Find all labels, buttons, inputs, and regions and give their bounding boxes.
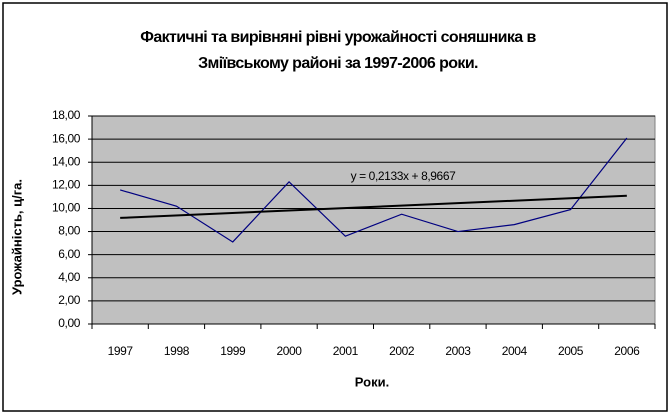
- y-tick-label: 18,00: [52, 108, 81, 122]
- x-tick-label: 2006: [614, 344, 640, 358]
- y-tick-label: 2,00: [58, 293, 80, 307]
- y-tick-label: 8,00: [58, 224, 80, 238]
- x-tick-label: 2002: [389, 344, 415, 358]
- trend-equation: y = 0,2133x + 8,9667: [351, 169, 456, 183]
- x-tick-label: 1998: [164, 344, 190, 358]
- y-tick-label: 14,00: [52, 154, 81, 168]
- y-tick-label: 16,00: [52, 131, 81, 145]
- x-axis-title: Роки.: [355, 374, 389, 389]
- chart-title: Фактичні та вирівняні рівні урожайності …: [140, 29, 536, 46]
- data-line: [119, 137, 628, 243]
- x-tick-label: 2000: [276, 344, 302, 358]
- x-tick-label: 2003: [445, 344, 471, 358]
- y-axis-title: Урожайність, ц/га.: [9, 179, 24, 295]
- chart-title: Зміївському районі за 1997-2006 роки.: [198, 55, 478, 72]
- y-tick-label: 0,00: [58, 316, 80, 330]
- y-tick-label: 10,00: [52, 201, 81, 215]
- y-tick-label: 12,00: [52, 178, 81, 192]
- x-tick-label: 1997: [108, 344, 134, 358]
- x-tick-label: 2004: [502, 344, 528, 358]
- trend-line: [120, 194, 627, 219]
- x-tick-label: 2001: [333, 344, 359, 358]
- plot-area: [91, 115, 656, 325]
- y-tick-label: 4,00: [58, 270, 80, 284]
- x-tick-label: 2005: [558, 344, 584, 358]
- x-tick-label: 1999: [220, 344, 246, 358]
- y-tick-label: 6,00: [58, 247, 80, 261]
